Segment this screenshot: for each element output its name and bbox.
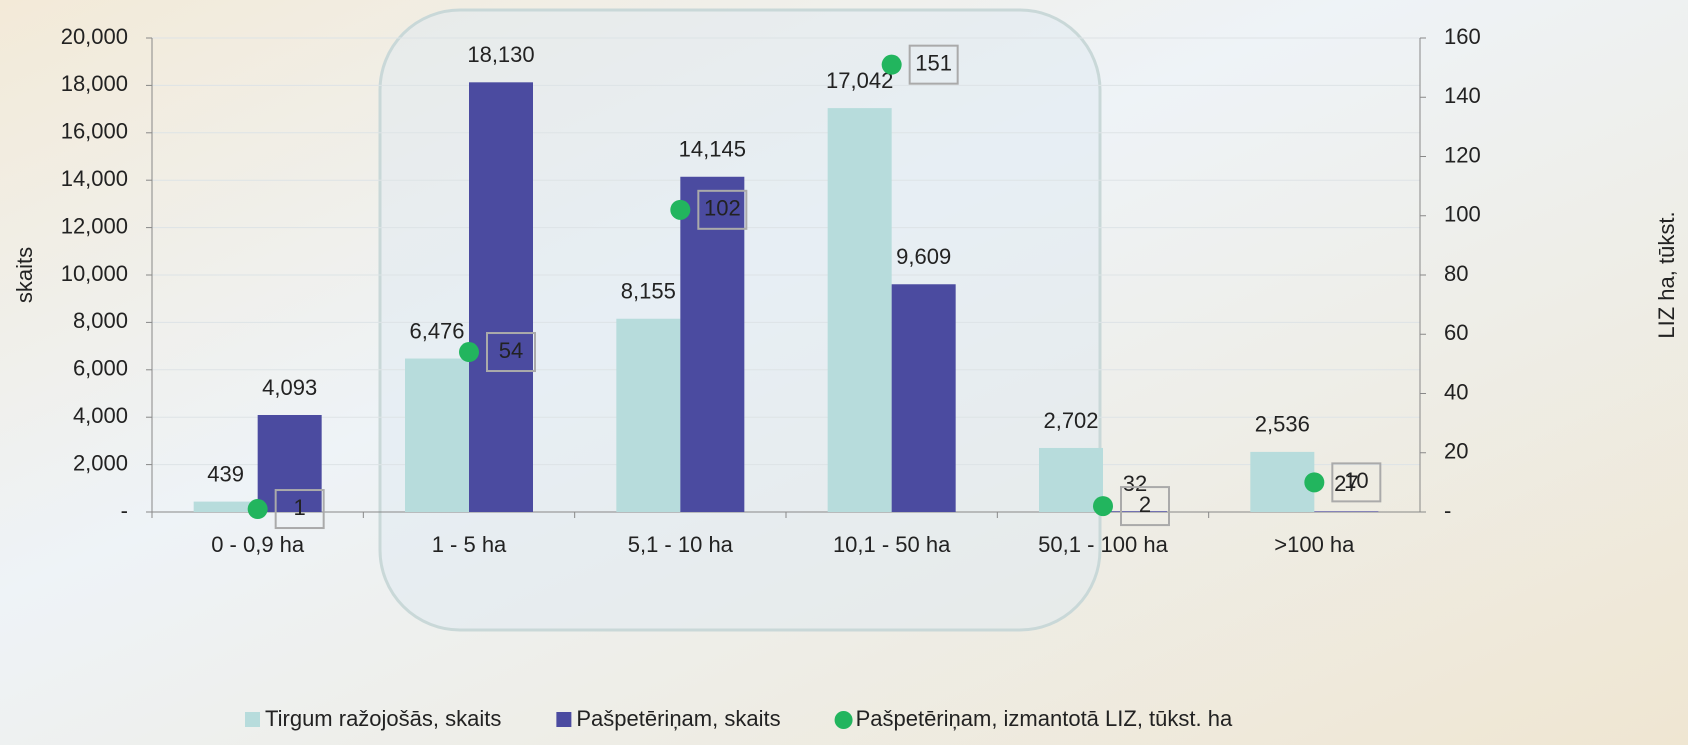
y2-tick-label: 20 xyxy=(1444,439,1468,464)
page: skaits LIZ ha, tūkst. - 2,000 4,000 6,000 8,… xyxy=(0,0,1688,745)
bar xyxy=(1039,448,1103,512)
data-label: 2,702 xyxy=(1043,408,1098,433)
bar xyxy=(680,177,744,512)
point xyxy=(459,342,479,362)
data-label: 6,476 xyxy=(409,318,464,343)
y2-tick-label: 160 xyxy=(1444,24,1481,49)
bar xyxy=(258,415,322,512)
y2-tick-label: 40 xyxy=(1444,379,1468,404)
y-tick-label: 2,000 xyxy=(73,450,128,475)
y-axis-label: skaits xyxy=(12,247,37,303)
data-label: 14,145 xyxy=(679,137,746,162)
y-tick-label: 8,000 xyxy=(73,308,128,333)
point xyxy=(248,499,268,519)
data-label: 151 xyxy=(915,50,952,75)
y-tick-label: 12,000 xyxy=(61,213,128,238)
bar xyxy=(469,82,533,512)
data-label: 54 xyxy=(499,338,523,363)
point xyxy=(1304,472,1324,492)
data-label: 9,609 xyxy=(896,244,951,269)
data-label: 2,536 xyxy=(1255,412,1310,437)
y2-tick-label: - xyxy=(1444,498,1451,523)
x-tick-label: 1 - 5 ha xyxy=(432,532,507,557)
bar xyxy=(1103,511,1167,512)
data-label: 10 xyxy=(1344,468,1368,493)
y-tick-label: 20,000 xyxy=(61,24,128,49)
y-tick-label: 4,000 xyxy=(73,403,128,428)
data-label: 1 xyxy=(294,495,306,520)
x-tick-label: 0 - 0,9 ha xyxy=(211,532,305,557)
x-tick-label: 5,1 - 10 ha xyxy=(628,532,734,557)
bar xyxy=(892,284,956,512)
data-label: 8,155 xyxy=(621,279,676,304)
legend-marker xyxy=(835,711,853,729)
x-tick-label: >100 ha xyxy=(1274,532,1355,557)
data-label: 18,130 xyxy=(467,42,534,67)
legend-label: Pašpetēriņam, skaits xyxy=(576,706,780,731)
bar xyxy=(828,108,892,512)
legend-marker xyxy=(556,712,571,727)
y-tick-label: 18,000 xyxy=(61,71,128,96)
y2-tick-label: 120 xyxy=(1444,142,1481,167)
point xyxy=(670,200,690,220)
legend-label: Tirgum ražojošās, skaits xyxy=(265,706,501,731)
data-label: 439 xyxy=(207,461,244,486)
data-label: 4,093 xyxy=(262,375,317,400)
bar xyxy=(1314,511,1378,512)
x-tick-label: 50,1 - 100 ha xyxy=(1038,532,1168,557)
y-tick-label: 6,000 xyxy=(73,356,128,381)
point xyxy=(882,55,902,75)
chart: skaits LIZ ha, tūkst. - 2,000 4,000 6,000 8,… xyxy=(0,0,1688,745)
bar xyxy=(616,319,680,512)
y-tick-label: 16,000 xyxy=(61,119,128,144)
legend-label: Pašpetēriņam, izmantotā LIZ, tūkst. ha xyxy=(856,706,1233,731)
x-tick-label: 10,1 - 50 ha xyxy=(833,532,951,557)
bar xyxy=(405,359,469,512)
y2-axis-label: LIZ ha, tūkst. xyxy=(1654,211,1679,338)
data-label: 2 xyxy=(1139,492,1151,517)
y2-tick-label: 60 xyxy=(1444,320,1468,345)
y2-tick-label: 80 xyxy=(1444,261,1468,286)
legend-marker xyxy=(245,712,260,727)
y-tick-label: - xyxy=(121,498,128,523)
y2-tick-label: 100 xyxy=(1444,202,1481,227)
y2-tick-label: 140 xyxy=(1444,83,1481,108)
y-tick-label: 10,000 xyxy=(61,261,128,286)
point xyxy=(1093,496,1113,516)
data-label: 102 xyxy=(704,196,741,221)
data-label: 17,042 xyxy=(826,68,893,93)
y-tick-label: 14,000 xyxy=(61,166,128,191)
